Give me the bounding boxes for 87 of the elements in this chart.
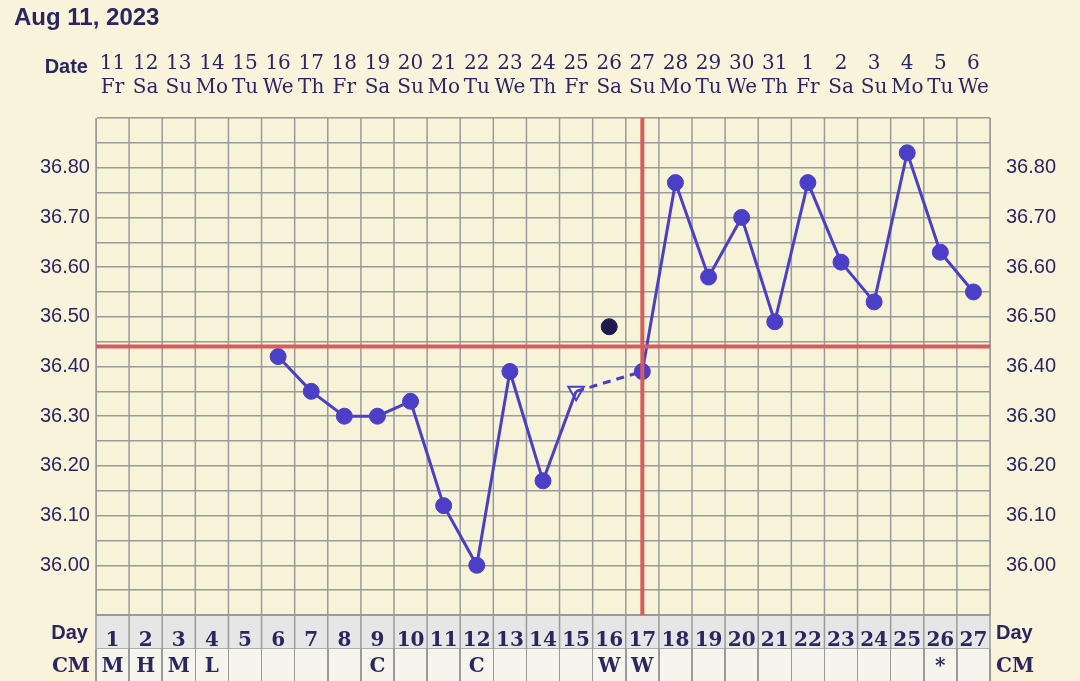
text: C [468, 653, 485, 677]
x-axis-title: Day [996, 620, 1034, 643]
x2-tick-label: 15 Tu [231, 50, 259, 99]
y2-tick-label: 36.10 [1006, 503, 1057, 526]
text: W [597, 653, 621, 677]
text: M [101, 653, 124, 677]
x2-tick-label: 3 Su [860, 50, 888, 99]
text: M [167, 653, 190, 677]
x2-tick-label: 27 Su [629, 50, 656, 99]
x2-axis-title: Date [44, 54, 88, 77]
x2-tick-label: 23 We [494, 50, 526, 99]
x2-tick-label: 22 Tu [463, 50, 490, 99]
text: W [631, 653, 654, 677]
y-tick-label: 36.80 [39, 155, 90, 178]
y-tick-label: 36.00 [39, 552, 90, 575]
x2-tick-label: 20 Su [397, 50, 424, 99]
y2-tick-label: 36.20 [1006, 453, 1057, 476]
x2-tick-label: 19 Sa [364, 50, 391, 99]
y-tick-label: 36.20 [39, 453, 90, 476]
x-tick-label: 17 [628, 627, 657, 652]
x2-tick-label: 1 Fr [796, 50, 821, 99]
x-tick-label: 18 [661, 627, 690, 652]
x-tick-label: 25 [893, 627, 922, 652]
text: L [204, 653, 219, 677]
x2-tick-label: 13 Su [165, 50, 193, 99]
x-tick-label: 23 [827, 627, 855, 652]
y2-tick-label: CM [996, 652, 1035, 679]
y-tick-label: CM [50, 652, 90, 679]
x-tick-label: 9 [370, 627, 385, 652]
x2-tick-label: 21 Mo [427, 50, 460, 99]
y-tick-label: 36.70 [39, 204, 90, 227]
y-tick-label: 36.40 [39, 354, 90, 377]
y2-tick-label: 36.60 [1006, 254, 1057, 277]
x-tick-label: 21 [760, 627, 789, 652]
text: C [369, 653, 386, 677]
x-tick-label: 26 [926, 627, 955, 652]
x-tick-label: 7 [304, 627, 319, 652]
x2-tick-label: 5 Tu [927, 50, 954, 99]
chart-title: Aug 11, 2023 [14, 2, 160, 30]
x2-tick-label: 28 Mo [659, 50, 692, 99]
y2-tick-label: 36.30 [1006, 403, 1057, 426]
x-tick-label: 8 [337, 627, 352, 652]
x-tick-label: 4 [204, 627, 219, 652]
x-tick-label: 12 [462, 627, 491, 652]
x-tick-label: 14 [529, 627, 557, 652]
x-tick-label: 5 [238, 627, 252, 652]
y-tick-label: 36.10 [39, 503, 90, 526]
y-tick-label: 36.50 [39, 304, 90, 327]
y-tick-label: 36.30 [39, 403, 90, 426]
y2-tick-label: 36.50 [1006, 304, 1057, 327]
x-tick-label: 16 [595, 627, 624, 652]
text: H [136, 653, 156, 677]
x2-tick-label: 4 Mo [890, 50, 924, 99]
x-tick-label: 1 [105, 627, 120, 652]
x-tick-label: 20 [727, 627, 756, 652]
y2-tick-label: 36.00 [1006, 552, 1057, 575]
x-tick-label: 6 [271, 627, 286, 652]
x2-tick-label: 16 We [262, 50, 294, 99]
x-tick-label: 2 [138, 627, 153, 652]
y2-tick-label: 36.70 [1006, 204, 1057, 227]
x-tick-label: 19 [694, 627, 723, 652]
x-tick-label: 10 [396, 627, 425, 652]
x-tick-label: 24 [860, 627, 889, 652]
y2-tick-label: 36.40 [1006, 354, 1057, 377]
x2-tick-label: 17 Th [298, 50, 325, 99]
x2-tick-label: 26 Sa [596, 50, 623, 99]
x2-tick-label: 11 Fr [99, 50, 126, 99]
x-tick-label: 13 [495, 627, 524, 652]
y-tick-label: 36.60 [39, 254, 90, 277]
x-tick-label: 3 [171, 627, 186, 652]
text: * [935, 653, 946, 677]
x2-tick-label: 18 Fr [331, 50, 358, 99]
x2-tick-label: 2 Sa [828, 50, 854, 99]
x2-tick-label: 31 Th [761, 50, 788, 99]
x-tick-label: 15 [562, 627, 591, 652]
x2-tick-label: 12 Sa [132, 50, 159, 99]
x2-tick-label: 6 We [958, 50, 989, 99]
x-tick-label: 11 [429, 627, 458, 652]
x-tick-label: 22 [793, 627, 822, 652]
x2-tick-label: 30 We [726, 50, 758, 99]
text: Day [51, 620, 88, 643]
x2-tick-label: 29 Tu [695, 50, 722, 99]
x-tick-label: 27 [959, 627, 988, 652]
x2-tick-label: 14 Mo [195, 50, 229, 99]
x2-tick-label: 25 Fr [563, 50, 589, 99]
y2-tick-label: 36.80 [1006, 155, 1057, 178]
x2-tick-label: 24 Th [529, 50, 557, 99]
